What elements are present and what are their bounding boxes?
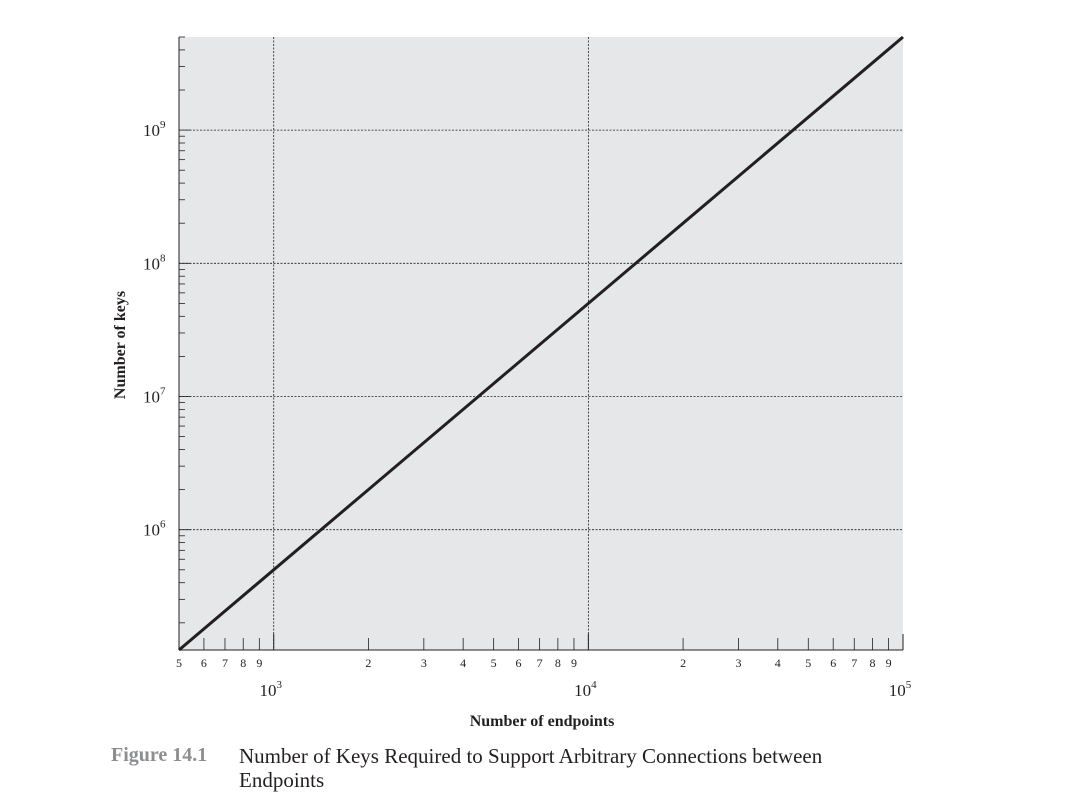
x-decade-labels: 103 104 105 bbox=[259, 679, 911, 700]
y-decade-labels: 106 107 108 109 bbox=[143, 119, 166, 540]
y-decade-label: 106 bbox=[143, 519, 166, 540]
series-line bbox=[178, 35, 904, 652]
x-tick-label: 7 bbox=[537, 656, 543, 670]
x-decade-label: 103 bbox=[259, 679, 282, 700]
y-decade-label: 108 bbox=[143, 252, 166, 273]
caption-text: Number of Keys Required to Support Arbit… bbox=[239, 744, 823, 792]
x-decade-label: 105 bbox=[889, 679, 912, 700]
x-ticks bbox=[178, 634, 904, 651]
x-tick-label: 2 bbox=[365, 656, 371, 670]
x-decade-label: 104 bbox=[574, 679, 597, 700]
x-tick-label: 2 bbox=[680, 656, 686, 670]
x-tick-label: 8 bbox=[555, 656, 561, 670]
x-tick-label: 9 bbox=[886, 656, 892, 670]
y-axis-title: Number of keys bbox=[112, 291, 129, 399]
x-tick-label: 5 bbox=[805, 656, 811, 670]
x-tick-label: 4 bbox=[775, 656, 781, 670]
x-tick-label: 3 bbox=[735, 656, 741, 670]
x-tick-label: 6 bbox=[201, 656, 207, 670]
x-axis-title: Number of endpoints bbox=[470, 713, 615, 730]
y-decade-label: 107 bbox=[143, 386, 166, 407]
y-minor-ticks bbox=[178, 36, 191, 650]
x-tick-label: 8 bbox=[240, 656, 246, 670]
x-tick-label: 7 bbox=[851, 656, 857, 670]
caption-label: Figure 14.1 bbox=[111, 744, 208, 766]
x-tick-label: 9 bbox=[571, 656, 577, 670]
y-decade-label: 109 bbox=[143, 119, 166, 140]
x-tick-label: 5 bbox=[176, 656, 182, 670]
x-tick-label: 3 bbox=[421, 656, 427, 670]
x-tick-label: 8 bbox=[870, 656, 876, 670]
x-tick-label: 6 bbox=[830, 656, 836, 670]
grid-lines bbox=[179, 37, 903, 650]
x-tick-label: 4 bbox=[460, 656, 466, 670]
x-tick-label: 9 bbox=[256, 656, 262, 670]
x-tick-label: 6 bbox=[516, 656, 522, 670]
x-tick-label: 5 bbox=[491, 656, 497, 670]
x-tick-label: 7 bbox=[222, 656, 228, 670]
